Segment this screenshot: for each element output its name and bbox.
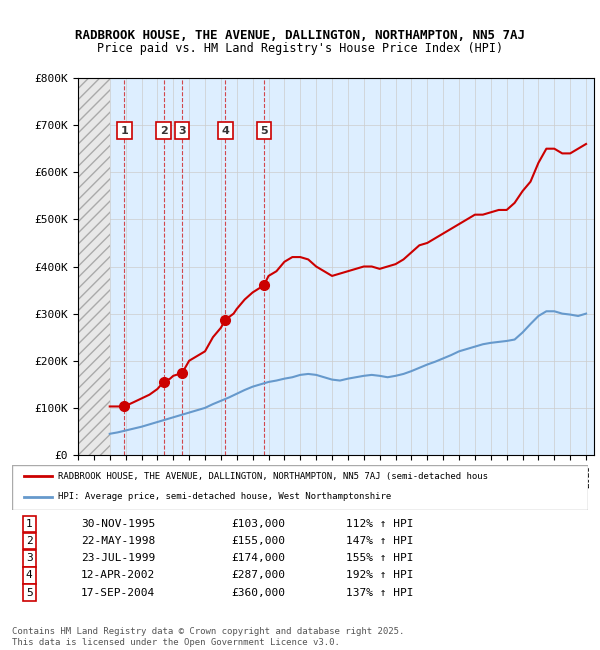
Text: Price paid vs. HM Land Registry's House Price Index (HPI): Price paid vs. HM Land Registry's House … xyxy=(97,42,503,55)
Text: 30-NOV-1995: 30-NOV-1995 xyxy=(81,519,155,529)
Text: RADBROOK HOUSE, THE AVENUE, DALLINGTON, NORTHAMPTON, NN5 7AJ (semi-detached hous: RADBROOK HOUSE, THE AVENUE, DALLINGTON, … xyxy=(58,472,488,480)
Text: 147% ↑ HPI: 147% ↑ HPI xyxy=(346,536,413,546)
Text: 1: 1 xyxy=(121,126,128,136)
Text: 17-SEP-2004: 17-SEP-2004 xyxy=(81,588,155,597)
Text: RADBROOK HOUSE, THE AVENUE, DALLINGTON, NORTHAMPTON, NN5 7AJ: RADBROOK HOUSE, THE AVENUE, DALLINGTON, … xyxy=(75,29,525,42)
Text: Contains HM Land Registry data © Crown copyright and database right 2025.
This d: Contains HM Land Registry data © Crown c… xyxy=(12,627,404,647)
Text: 3: 3 xyxy=(178,126,186,136)
Text: 192% ↑ HPI: 192% ↑ HPI xyxy=(346,570,413,580)
Text: 137% ↑ HPI: 137% ↑ HPI xyxy=(346,588,413,597)
Text: 4: 4 xyxy=(221,126,229,136)
Text: 5: 5 xyxy=(260,126,268,136)
Text: 22-MAY-1998: 22-MAY-1998 xyxy=(81,536,155,546)
Text: £287,000: £287,000 xyxy=(231,570,285,580)
Text: £174,000: £174,000 xyxy=(231,553,285,564)
Text: 112% ↑ HPI: 112% ↑ HPI xyxy=(346,519,413,529)
Text: 155% ↑ HPI: 155% ↑ HPI xyxy=(346,553,413,564)
FancyBboxPatch shape xyxy=(12,465,588,510)
Text: 12-APR-2002: 12-APR-2002 xyxy=(81,570,155,580)
Text: £103,000: £103,000 xyxy=(231,519,285,529)
Text: £360,000: £360,000 xyxy=(231,588,285,597)
Text: 5: 5 xyxy=(26,588,32,597)
Text: HPI: Average price, semi-detached house, West Northamptonshire: HPI: Average price, semi-detached house,… xyxy=(58,492,391,501)
Text: 1: 1 xyxy=(26,519,32,529)
Text: 3: 3 xyxy=(26,553,32,564)
Text: 23-JUL-1999: 23-JUL-1999 xyxy=(81,553,155,564)
Bar xyxy=(78,78,110,455)
Text: £155,000: £155,000 xyxy=(231,536,285,546)
Text: 2: 2 xyxy=(26,536,32,546)
Text: 4: 4 xyxy=(26,570,32,580)
Text: 2: 2 xyxy=(160,126,167,136)
